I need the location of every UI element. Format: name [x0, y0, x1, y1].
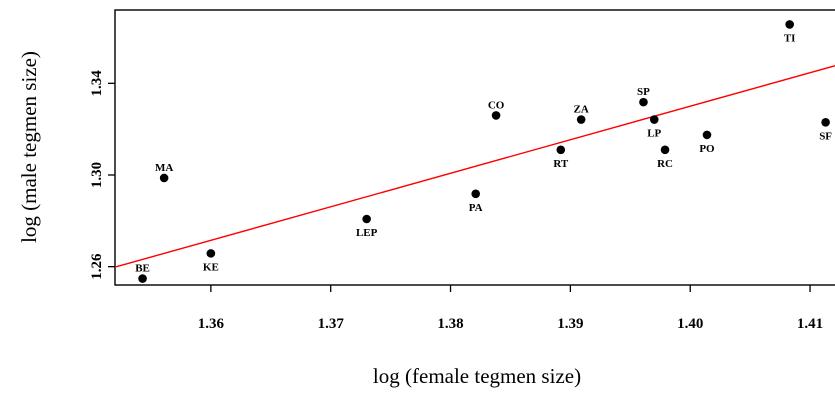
axes-layer: [114, 9, 835, 286]
x-tick-label: 1.36: [198, 316, 225, 332]
data-point-label: PO: [699, 143, 715, 155]
y-tick-label: 1.34: [89, 70, 105, 97]
data-point-label: LEP: [356, 227, 378, 239]
data-point-label: ZA: [574, 104, 589, 116]
x-tick-label: 1.39: [557, 316, 583, 332]
regression-line-layer: [115, 64, 835, 268]
data-point-label: PA: [469, 202, 483, 214]
data-point: [556, 145, 566, 155]
data-point-label: CO: [488, 99, 505, 111]
x-tick-label: 1.37: [318, 316, 345, 332]
data-point: [138, 274, 147, 283]
data-point: [159, 173, 169, 183]
data-point: [649, 115, 659, 124]
data-point: [821, 117, 830, 127]
data-point-label: SF: [819, 130, 832, 142]
data-point-label: KE: [203, 261, 219, 273]
data-point: [639, 97, 648, 107]
data-point-label: MA: [155, 162, 173, 174]
data-point: [206, 249, 216, 258]
data-point-label: SP: [637, 86, 650, 98]
x-tick-label: 1.41: [797, 316, 823, 332]
data-point-label: RC: [657, 158, 673, 170]
ticks-layer: 1.36 1.37 1.38 1.39 1.40 1.41 1.26 1.30 1.34: [89, 70, 823, 332]
data-point: [576, 115, 586, 124]
data-point-label: BE: [135, 263, 150, 275]
data-point: [491, 111, 501, 120]
data-point-label: TI: [784, 32, 796, 44]
points-layer: BE MA KE LEP PA CO RT ZA SP LP RC PO TI SF: [135, 20, 832, 283]
data-point-label: RT: [553, 158, 569, 170]
x-tick-label: 1.38: [437, 316, 463, 332]
y-tick-label: 1.30: [89, 162, 105, 188]
data-point-label: LP: [647, 128, 661, 140]
x-tick-label: 1.40: [677, 316, 703, 332]
x-axis-title: log (female tegmen size): [373, 364, 581, 388]
data-point: [362, 214, 371, 224]
data-point: [785, 20, 794, 29]
data-point: [702, 130, 712, 140]
y-tick-label: 1.26: [89, 253, 105, 280]
regression-line: [115, 64, 835, 268]
data-point: [660, 145, 670, 155]
data-point: [471, 189, 481, 199]
plot-frame: [114, 9, 835, 286]
y-axis-title: log (male tegmen size): [17, 51, 41, 243]
